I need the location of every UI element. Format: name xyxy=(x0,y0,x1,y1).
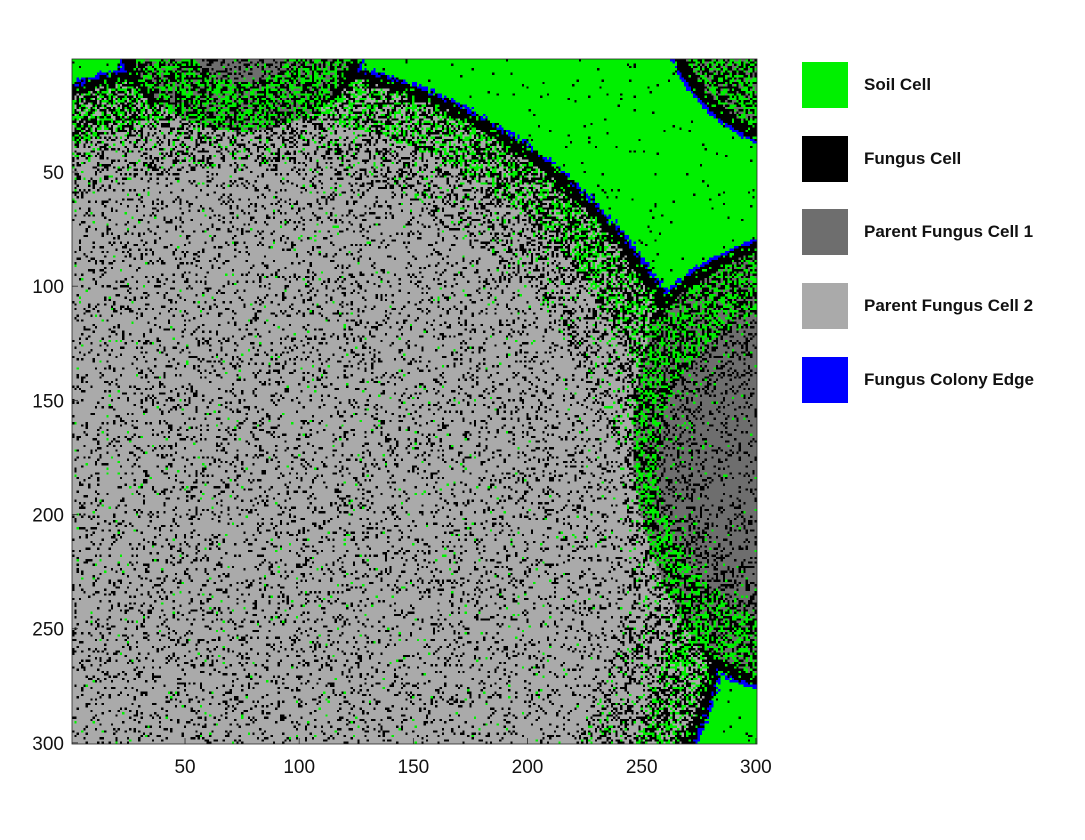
y-tick-label: 300 xyxy=(32,734,64,755)
y-axis-ticks: 50 100 150 200 250 300 xyxy=(32,163,78,755)
y-tick-label: 100 xyxy=(32,277,64,298)
legend-label-fungus-cell: Fungus Cell xyxy=(864,149,962,168)
legend-item-parent-fungus-cell-1: Parent Fungus Cell 1 xyxy=(800,209,1070,255)
legend-label-parent-fungus-cell-2: Parent Fungus Cell 2 xyxy=(864,296,1034,315)
legend-swatch-parent-fungus-cell-2 xyxy=(802,283,848,329)
x-axis-ticks: 50 100 150 200 250 300 xyxy=(174,738,772,778)
legend-label-parent-fungus-cell-1: Parent Fungus Cell 1 xyxy=(864,222,1034,241)
legend-swatch-parent-fungus-cell-1 xyxy=(802,209,848,255)
legend-label-soil-cell: Soil Cell xyxy=(864,75,932,94)
legend-swatch-soil-cell xyxy=(802,62,848,108)
plot-frame xyxy=(71,58,758,745)
legend-item-fungus-cell: Fungus Cell xyxy=(800,136,1070,182)
y-tick-label: 150 xyxy=(32,391,64,412)
x-tick-label: 150 xyxy=(398,757,430,778)
x-tick-label: 250 xyxy=(626,757,658,778)
legend-swatch-fungus-colony-edge xyxy=(802,357,848,403)
legend-item-soil-cell: Soil Cell xyxy=(800,62,1070,108)
heatmap-image xyxy=(72,59,757,744)
x-tick-label: 50 xyxy=(174,757,195,778)
y-tick-label: 250 xyxy=(32,620,64,641)
x-tick-label: 100 xyxy=(283,757,315,778)
x-tick-label: 200 xyxy=(512,757,544,778)
y-tick-label: 50 xyxy=(43,163,64,184)
legend-item-fungus-colony-edge: Fungus Colony Edge xyxy=(800,357,1070,403)
legend-swatch-fungus-cell xyxy=(802,136,848,182)
x-tick-label: 300 xyxy=(740,757,772,778)
legend-label-fungus-colony-edge: Fungus Colony Edge xyxy=(864,370,1034,389)
y-tick-label: 200 xyxy=(32,506,64,527)
legend-item-parent-fungus-cell-2: Parent Fungus Cell 2 xyxy=(800,283,1070,329)
plot-area xyxy=(71,58,758,745)
